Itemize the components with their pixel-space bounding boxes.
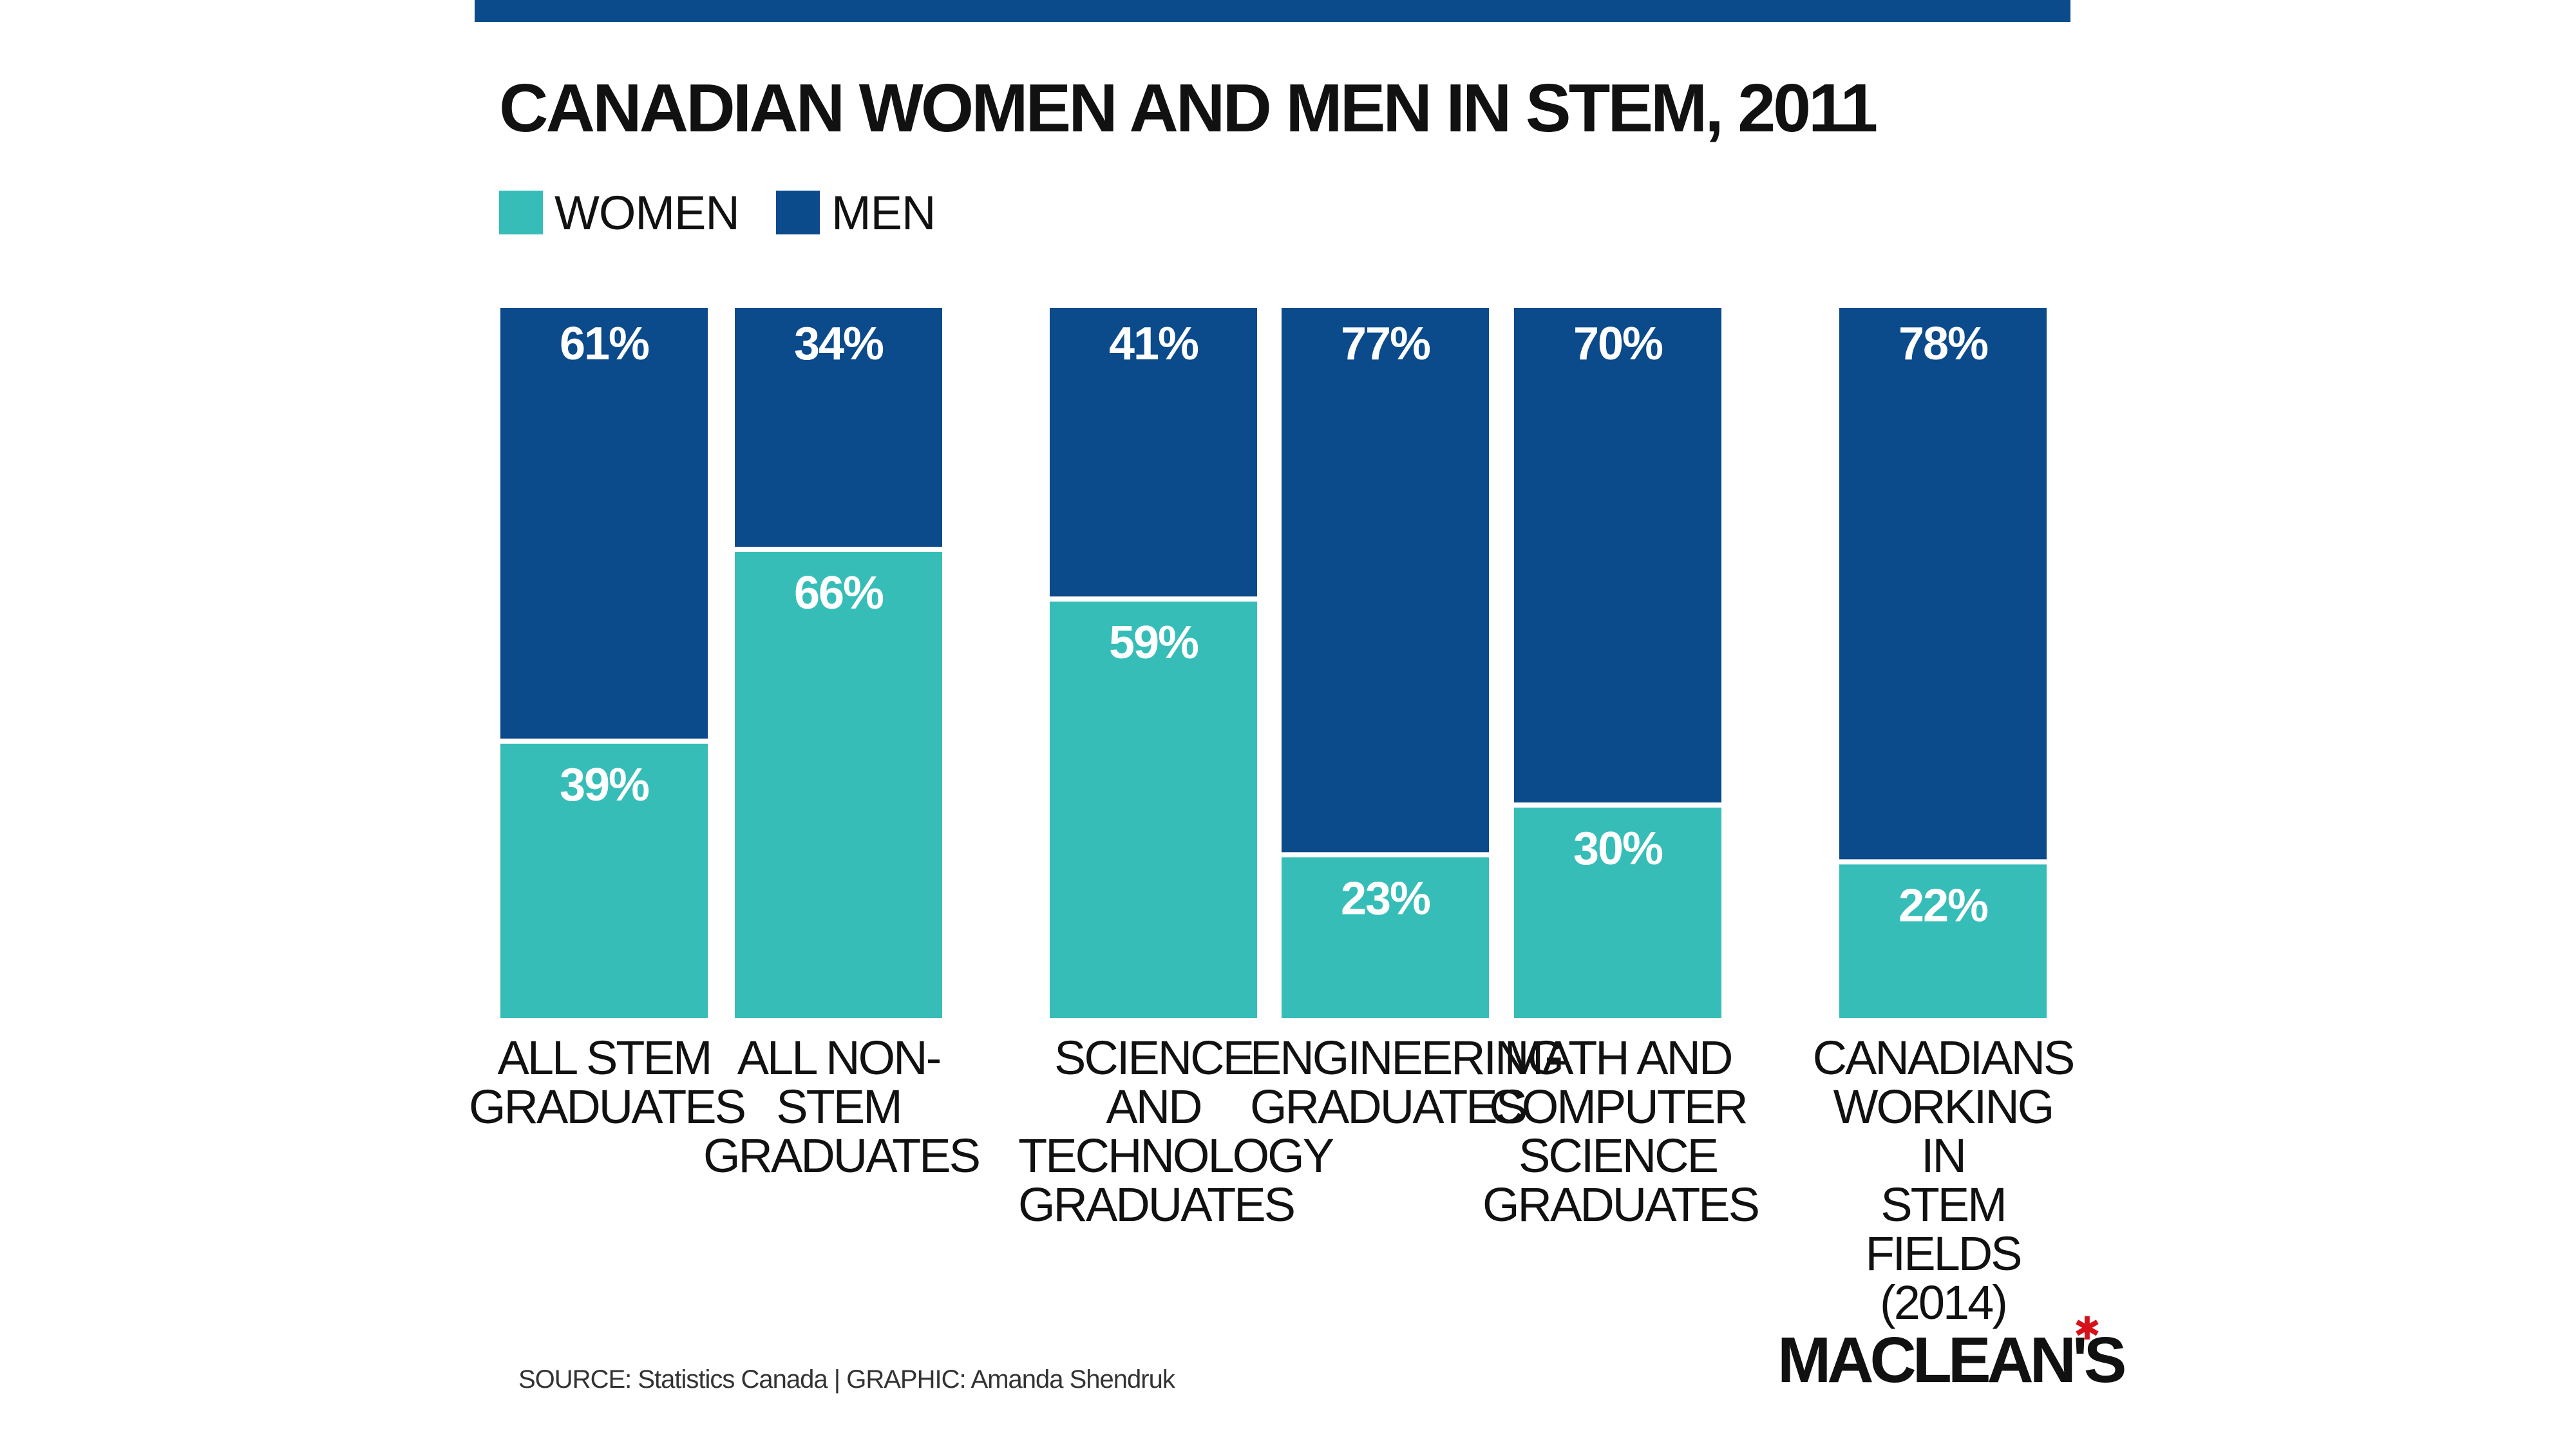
legend-swatch-women — [499, 191, 543, 234]
value-label-women-5: 22% — [1899, 880, 1988, 931]
value-label-women-3: 23% — [1341, 873, 1430, 924]
bar-men-2 — [1050, 308, 1257, 600]
value-label-men-3: 77% — [1341, 318, 1430, 370]
bar-divider-5 — [1839, 859, 2047, 865]
bar-men-0 — [500, 308, 708, 741]
category-label-2: SCIENCE AND TECHNOLOGY GRADUATES — [1018, 1031, 1334, 1231]
macleans-logo: MACLEAN' ✱ S — [1777, 1311, 2126, 1396]
legend-item-women: WOMEN — [499, 185, 740, 240]
value-label-men-2: 41% — [1109, 318, 1198, 370]
legend-swatch-men — [776, 191, 820, 234]
maple-leaf-icon: ✱ — [2073, 1311, 2101, 1347]
category-label-5: CANADIANS WORKING IN STEM FIELDS (2014) — [1812, 1031, 2076, 1329]
bar-divider-0 — [500, 738, 708, 744]
source-credit: SOURCE: Statistics Canada | GRAPHIC: Ama… — [518, 1365, 1175, 1394]
bar-men-3 — [1282, 308, 1489, 855]
value-label-men-5: 78% — [1899, 318, 1988, 370]
category-label-3: ENGINEERING GRADUATES — [1250, 1031, 1564, 1133]
value-label-men-1: 34% — [794, 318, 884, 370]
legend-item-men: MEN — [776, 185, 936, 240]
value-label-women-4: 30% — [1573, 823, 1663, 875]
bar-divider-1 — [735, 547, 942, 553]
category-label-0: ALL STEM GRADUATES — [469, 1031, 746, 1133]
value-label-women-1: 66% — [794, 567, 884, 619]
bar-women-3 — [1282, 855, 1489, 1018]
category-label-4: MATH AND COMPUTER SCIENCE GRADUATES — [1482, 1031, 1760, 1231]
legend-label-women: WOMEN — [554, 185, 740, 240]
bar-women-4 — [1514, 805, 1721, 1018]
bar-women-1 — [735, 549, 942, 1018]
bar-men-4 — [1514, 308, 1721, 806]
value-label-women-0: 39% — [560, 759, 649, 811]
value-label-women-2: 59% — [1109, 617, 1198, 668]
category-label-1: ALL NON-STEM GRADUATES — [703, 1031, 981, 1182]
bar-divider-3 — [1282, 852, 1489, 858]
bar-women-0 — [500, 741, 708, 1018]
bar-men-5 — [1839, 308, 2047, 862]
bar-women-5 — [1839, 862, 2047, 1018]
value-label-men-4: 70% — [1573, 318, 1663, 370]
legend-label-men: MEN — [831, 185, 936, 240]
bar-divider-2 — [1050, 596, 1257, 602]
bar-women-2 — [1050, 599, 1257, 1018]
chart-title: CANADIAN WOMEN AND MEN IN STEM, 2011 — [499, 70, 1878, 146]
value-label-men-0: 61% — [560, 318, 649, 370]
top-bar — [475, 0, 2070, 22]
bar-men-1 — [735, 308, 942, 550]
bar-divider-4 — [1514, 802, 1721, 808]
